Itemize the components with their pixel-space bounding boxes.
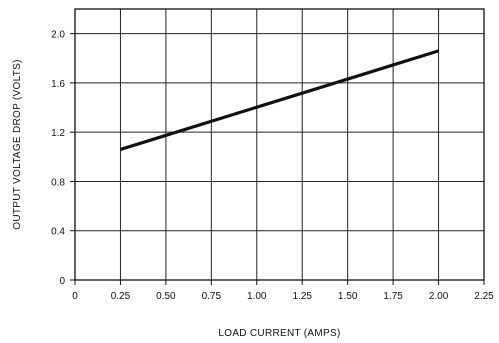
x-tick-label: 2.25	[474, 291, 494, 302]
x-tick-label: 1.25	[292, 291, 312, 302]
y-tick-label: 0.4	[51, 227, 65, 238]
plot-frame	[74, 8, 485, 281]
x-axis-title: LOAD CURRENT (AMPS)	[218, 328, 340, 339]
series-layer	[119, 49, 440, 151]
x-tick-label: 0	[72, 291, 78, 302]
y-tick-label: 0.8	[51, 177, 65, 188]
y-axis-title: OUTPUT VOLTAGE DROP (VOLTS)	[12, 59, 23, 230]
x-tick-label: 0.25	[111, 291, 131, 302]
tick-labels: 0 0.25 0.50 0.75 1.00 1.25 1.50 1.75 2.00 2.25 0 0.…	[51, 30, 494, 302]
x-tick-label: 1.75	[383, 291, 403, 302]
x-tick-label: 0.50	[156, 291, 176, 302]
y-tick-label: 0	[59, 276, 65, 287]
x-tick-label: 2.00	[429, 291, 449, 302]
x-tick-label: 1.50	[338, 291, 358, 302]
y-tick-label: 2.0	[51, 30, 65, 41]
y-tick-label: 1.2	[51, 128, 65, 139]
grid-layer	[75, 9, 484, 280]
x-tick-label: 1.00	[247, 291, 267, 302]
x-tick-label: 0.75	[202, 291, 222, 302]
y-tick-label: 1.6	[51, 79, 65, 90]
series-line	[119, 49, 440, 151]
